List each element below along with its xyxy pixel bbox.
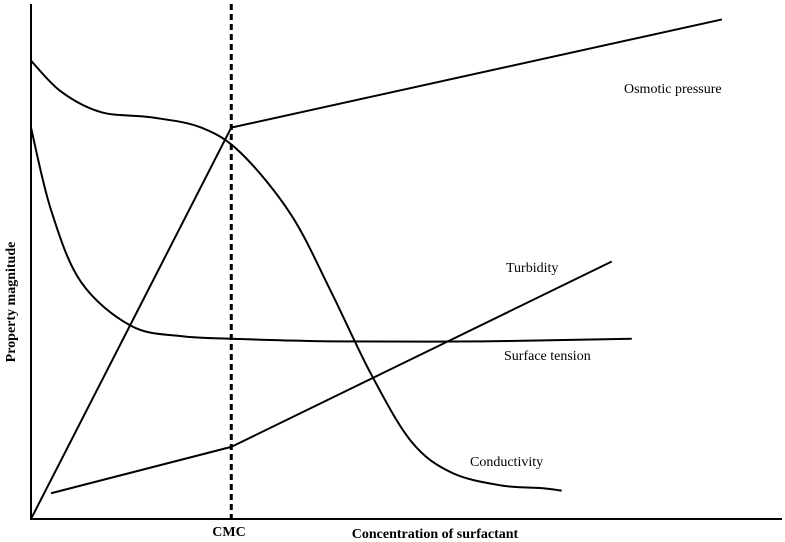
series-label-osmotic-pressure: Osmotic pressure [624, 82, 722, 97]
y-axis-title: Property magnitude [4, 242, 19, 363]
labels-group: Concentration of surfactant Property mag… [4, 82, 722, 542]
x-tick-label-cmc: CMC [212, 525, 245, 540]
series-label-surface-tension: Surface tension [504, 349, 591, 364]
series-line-surface-tension [30, 127, 632, 343]
series-line-conductivity [30, 59, 562, 492]
series-line-turbidity [50, 260, 613, 495]
x-axis-title: Concentration of surfactant [352, 527, 519, 542]
series-line-osmotic-pressure [30, 18, 723, 520]
series-label-turbidity: Turbidity [506, 261, 558, 276]
series-label-conductivity: Conductivity [470, 455, 543, 470]
axes [30, 4, 782, 520]
series-group [30, 18, 723, 520]
